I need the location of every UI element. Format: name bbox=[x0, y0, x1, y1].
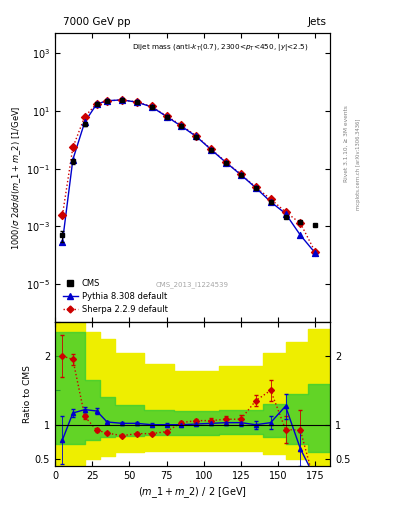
X-axis label: $(m\_1 + m\_2)\ /\ 2\ [\mathrm{GeV}]$: $(m\_1 + m\_2)\ /\ 2\ [\mathrm{GeV}]$ bbox=[138, 485, 247, 500]
Point bbox=[223, 158, 229, 166]
Point bbox=[208, 145, 214, 153]
Point bbox=[59, 211, 66, 219]
Point bbox=[94, 100, 100, 108]
Text: CMS_2013_I1224539: CMS_2013_I1224539 bbox=[156, 281, 229, 288]
Point bbox=[282, 209, 288, 218]
Point bbox=[134, 98, 140, 106]
Point bbox=[70, 143, 76, 152]
Point bbox=[193, 132, 199, 140]
Text: Rivet 3.1.10, ≥ 3M events: Rivet 3.1.10, ≥ 3M events bbox=[344, 105, 349, 182]
Point bbox=[268, 195, 274, 203]
Point bbox=[268, 198, 274, 206]
Point bbox=[208, 145, 214, 154]
Point bbox=[253, 183, 259, 191]
Text: 7000 GeV pp: 7000 GeV pp bbox=[63, 16, 130, 27]
Point bbox=[282, 208, 288, 216]
Point bbox=[312, 248, 318, 256]
Point bbox=[297, 231, 303, 239]
Point bbox=[238, 170, 244, 178]
Point bbox=[163, 112, 170, 120]
Y-axis label: Ratio to CMS: Ratio to CMS bbox=[23, 365, 32, 423]
Point bbox=[70, 156, 76, 164]
Legend: CMS, Pythia 8.308 default, Sherpa 2.2.9 default: CMS, Pythia 8.308 default, Sherpa 2.2.9 … bbox=[59, 275, 171, 317]
Text: Jets: Jets bbox=[307, 16, 326, 27]
Point bbox=[178, 121, 185, 130]
Point bbox=[94, 100, 100, 108]
Point bbox=[312, 249, 318, 257]
Point bbox=[82, 113, 88, 121]
Point bbox=[178, 122, 185, 130]
Point bbox=[149, 102, 155, 111]
Point bbox=[238, 170, 244, 179]
Point bbox=[119, 96, 125, 104]
Point bbox=[134, 98, 140, 106]
Point bbox=[82, 118, 88, 126]
Point bbox=[104, 97, 110, 105]
Point bbox=[149, 103, 155, 111]
Point bbox=[253, 184, 259, 192]
Text: Dijet mass (anti-$k_T$(0.7), 2300<$p_T$<450, $|y|$<2.5): Dijet mass (anti-$k_T$(0.7), 2300<$p_T$<… bbox=[132, 42, 308, 53]
Point bbox=[297, 219, 303, 227]
Point bbox=[163, 113, 170, 121]
Point bbox=[119, 96, 125, 104]
Point bbox=[193, 133, 199, 141]
Y-axis label: $1000/\sigma\ 2d\sigma/d(m\_1 + m\_2)\ [1/\mathrm{GeV}]$: $1000/\sigma\ 2d\sigma/d(m\_1 + m\_2)\ [… bbox=[11, 105, 24, 250]
Point bbox=[223, 158, 229, 166]
Point bbox=[104, 97, 110, 105]
Text: mcplots.cern.ch [arXiv:1306.3436]: mcplots.cern.ch [arXiv:1306.3436] bbox=[356, 118, 361, 209]
Point bbox=[59, 238, 66, 246]
